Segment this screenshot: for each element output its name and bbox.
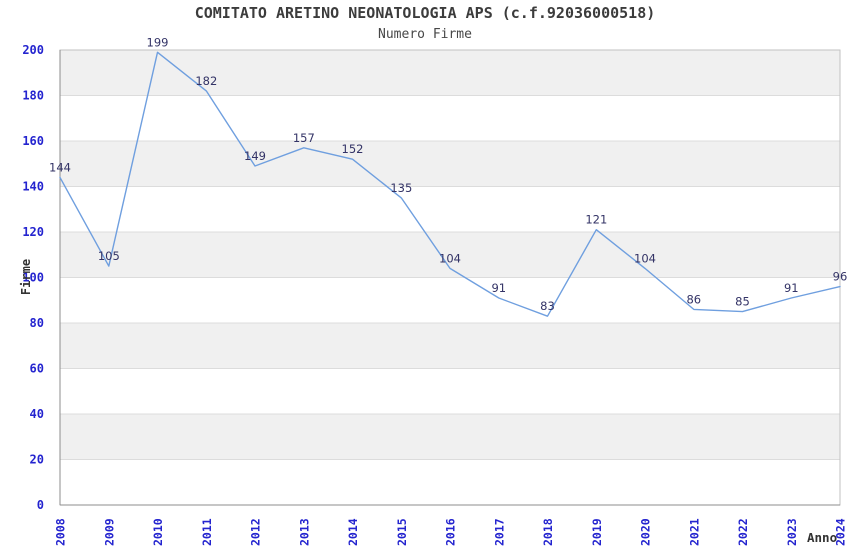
x-tick-label: 2012 bbox=[249, 518, 263, 546]
x-tick-label: 2023 bbox=[785, 518, 799, 546]
x-tick-label: 2018 bbox=[541, 518, 555, 546]
plot-band bbox=[60, 368, 840, 414]
point-label: 135 bbox=[390, 181, 412, 195]
y-tick-label: 180 bbox=[22, 89, 44, 103]
y-tick-label: 80 bbox=[30, 316, 44, 330]
point-label: 83 bbox=[540, 299, 555, 313]
y-tick-label: 160 bbox=[22, 134, 44, 148]
point-label: 199 bbox=[147, 35, 169, 49]
x-tick-label: 2024 bbox=[834, 518, 848, 546]
y-tick-label: 0 bbox=[37, 498, 44, 512]
x-tick-label: 2008 bbox=[54, 518, 68, 546]
y-tick-label: 40 bbox=[30, 407, 44, 421]
x-tick-label: 2020 bbox=[639, 518, 653, 546]
chart-subtitle: Numero Firme bbox=[378, 27, 472, 42]
firme-line bbox=[59, 51, 841, 317]
point-label: 86 bbox=[686, 292, 701, 306]
point-label: 149 bbox=[244, 149, 266, 163]
x-tick-label: 2021 bbox=[687, 518, 701, 546]
point-label: 105 bbox=[98, 249, 120, 263]
x-tick-label: 2010 bbox=[151, 518, 165, 546]
point-label: 152 bbox=[342, 142, 364, 156]
point-label: 96 bbox=[833, 270, 848, 284]
y-tick-label: 200 bbox=[22, 43, 44, 57]
y-tick-label: 60 bbox=[30, 362, 44, 376]
plot-band bbox=[60, 50, 840, 96]
point-label: 91 bbox=[491, 281, 506, 295]
x-tick-label: 2022 bbox=[736, 518, 750, 546]
x-tick-label: 2009 bbox=[102, 518, 116, 546]
x-tick-label: 2011 bbox=[200, 518, 214, 546]
point-label: 182 bbox=[195, 74, 217, 88]
x-tick-label: 2019 bbox=[590, 518, 604, 546]
point-label: 91 bbox=[784, 281, 799, 295]
x-tick-label: 2014 bbox=[346, 518, 360, 546]
y-tick-label: 120 bbox=[22, 225, 44, 239]
point-label: 104 bbox=[634, 251, 656, 265]
x-tick-label: 2017 bbox=[492, 518, 506, 546]
y-tick-label: 20 bbox=[30, 453, 44, 467]
y-tick-label: 100 bbox=[22, 271, 44, 285]
point-label: 104 bbox=[439, 251, 461, 265]
plot-band bbox=[60, 277, 840, 323]
plot-band bbox=[60, 232, 840, 278]
plot-band bbox=[60, 459, 840, 505]
plot-band bbox=[60, 141, 840, 187]
point-label: 144 bbox=[49, 160, 71, 174]
plot-band bbox=[60, 323, 840, 369]
x-tick-label: 2016 bbox=[444, 518, 458, 546]
chart-title: COMITATO ARETINO NEONATOLOGIA APS (c.f.9… bbox=[194, 4, 656, 22]
point-label: 85 bbox=[735, 295, 750, 309]
x-axis-title: Anno bbox=[807, 530, 838, 545]
y-axis-title: Firme bbox=[19, 258, 33, 296]
x-tick-label: 2013 bbox=[297, 518, 311, 546]
plot-band bbox=[60, 95, 840, 141]
plot-band bbox=[60, 186, 840, 232]
plot-band bbox=[60, 414, 840, 460]
point-label: 157 bbox=[293, 131, 315, 145]
point-label: 121 bbox=[585, 213, 607, 227]
y-tick-label: 140 bbox=[22, 180, 44, 194]
x-tick-label: 2015 bbox=[395, 518, 409, 546]
